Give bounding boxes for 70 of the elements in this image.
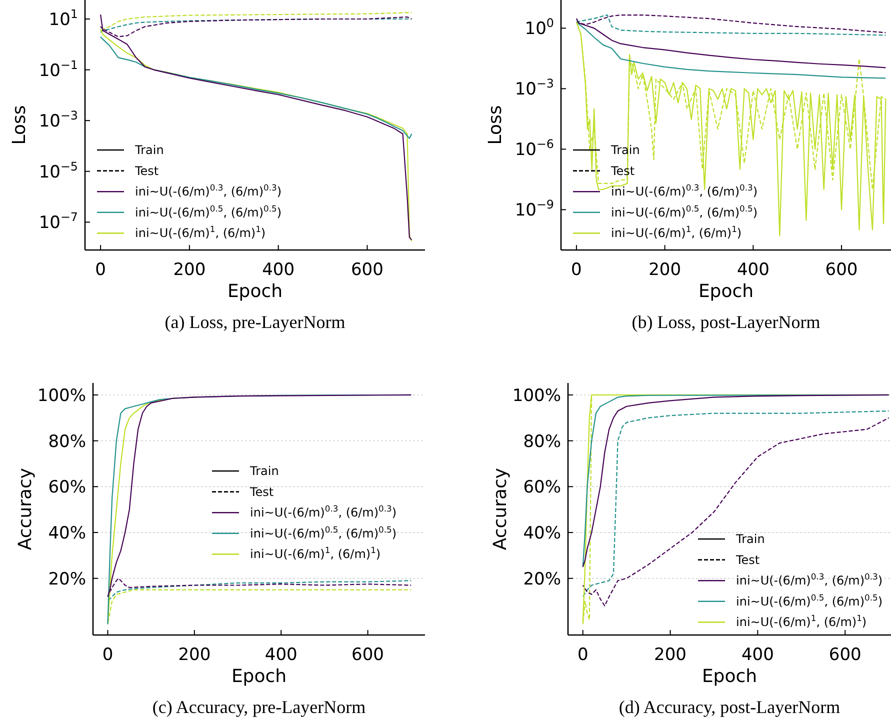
y-tick-label: 80%	[523, 432, 561, 452]
line-series	[100, 36, 412, 139]
annotation: Train	[249, 464, 279, 478]
y-tick-label: 20%	[523, 569, 561, 590]
text: (d) Accuracy, post-LayerNorm	[618, 697, 840, 717]
x-tick-label: 200	[654, 645, 687, 665]
text: (a) Loss, pre-LayerNorm	[164, 312, 346, 332]
legend-label: ini~U(-(6/m)$^{0.5}$, (6/m)$^{0.5}$)	[736, 592, 883, 608]
y-axis-title: Accuracy	[490, 468, 511, 550]
y-tick-label: 20%	[48, 569, 86, 590]
line-series	[100, 18, 412, 33]
legend-label: ini~U(-(6/m)$^{1}$, (6/m)$^{1}$)	[135, 224, 266, 240]
y-tick-label: 60%	[523, 478, 561, 498]
x-tick-label: 400	[264, 645, 298, 665]
annotation: Train	[735, 532, 765, 546]
legend-label: ini~U(-(6/m)$^{1}$, (6/m)$^{1}$)	[736, 613, 867, 630]
x-tick-label: 600	[352, 645, 384, 665]
annotation: Train	[134, 143, 164, 157]
y-tick-label: 10$^{1}$	[48, 7, 78, 30]
x-tick-label: 400	[741, 645, 774, 665]
legend-label: ini~U(-(6/m)$^{0.3}$, (6/m)$^{0.3}$)	[736, 572, 883, 588]
x-tick-label: 0	[102, 645, 114, 665]
y-tick-label: 40%	[48, 524, 86, 544]
y-tick-label: 60%	[48, 478, 86, 498]
annotation: Test	[735, 552, 760, 567]
y-tick-label: 10$^{−5}$	[38, 159, 78, 182]
text: (c) Accuracy, pre-LayerNorm	[152, 697, 366, 717]
x-tick-label: 400	[736, 260, 770, 280]
x-tick-label: 600	[350, 260, 384, 280]
y-axis-title: Loss	[9, 105, 30, 145]
x-tick-label: 200	[648, 260, 682, 280]
legend-label: ini~U(-(6/m)$^{0.3}$, (6/m)$^{0.3}$)	[250, 504, 397, 520]
line-series	[582, 394, 890, 568]
x-tick-label: 200	[173, 260, 206, 280]
y-tick-label: 100%	[512, 386, 561, 406]
annotation: Test	[134, 164, 159, 178]
legend-label: ini~U(-(6/m)$^{1}$, (6/m)$^{1}$)	[611, 224, 742, 240]
y-tick-label: 10$^{0}$	[524, 16, 554, 40]
y-tick-label: 40%	[523, 524, 561, 544]
x-tick-label: 0	[577, 645, 588, 665]
line-series	[576, 18, 886, 68]
x-axis-title: Epoch	[698, 281, 754, 302]
text: (b) Loss, post-LayerNorm	[632, 312, 820, 332]
x-tick-label: 600	[828, 645, 862, 665]
legend-label: ini~U(-(6/m)$^{0.5}$, (6/m)$^{0.5}$)	[611, 203, 758, 220]
x-tick-label: 0	[95, 260, 106, 280]
y-axis-title: Accuracy	[15, 468, 36, 550]
legend-label: ini~U(-(6/m)$^{0.3}$, (6/m)$^{0.3}$)	[135, 182, 282, 199]
x-tick-label: 400	[262, 260, 295, 280]
line-series	[576, 18, 886, 79]
y-tick-label: 10$^{−1}$	[38, 58, 78, 81]
y-tick-label: 10$^{−3}$	[514, 76, 554, 100]
x-tick-label: 600	[825, 260, 858, 280]
legend-label: ini~U(-(6/m)$^{0.3}$, (6/m)$^{0.3}$)	[611, 182, 758, 199]
x-axis-title: Epoch	[227, 281, 283, 302]
y-tick-label: 10$^{−7}$	[38, 210, 78, 234]
y-tick-label: 10$^{−3}$	[38, 108, 78, 132]
x-axis-title: Epoch	[231, 666, 287, 687]
legend-label: ini~U(-(6/m)$^{1}$, (6/m)$^{1}$)	[250, 545, 381, 562]
x-tick-label: 0	[571, 260, 582, 280]
y-tick-label: 10$^{−9}$	[514, 198, 554, 221]
x-axis-title: Epoch	[702, 666, 758, 687]
y-tick-label: 80%	[48, 432, 86, 452]
legend-label: ini~U(-(6/m)$^{0.5}$, (6/m)$^{0.5}$)	[250, 524, 397, 540]
y-tick-label: 10$^{−6}$	[514, 137, 554, 160]
annotation: Test	[249, 484, 274, 499]
y-axis-title: Loss	[485, 105, 506, 145]
x-tick-label: 200	[178, 645, 211, 665]
legend-label: ini~U(-(6/m)$^{0.5}$, (6/m)$^{0.5}$)	[135, 203, 282, 220]
y-tick-label: 100%	[37, 386, 86, 406]
